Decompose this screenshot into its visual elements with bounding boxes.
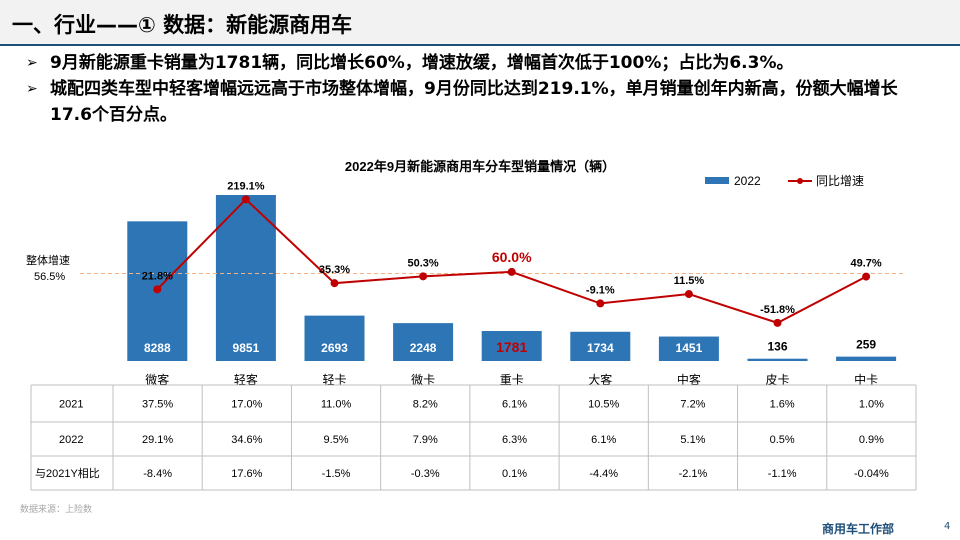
table-cell: 10.5% bbox=[588, 399, 619, 411]
table-cell: 37.5% bbox=[142, 399, 173, 411]
table-cell: 34.6% bbox=[231, 434, 262, 446]
table-cell: -1.1% bbox=[768, 468, 797, 480]
bar-value-label: 1451 bbox=[676, 341, 703, 355]
growth-point-1 bbox=[153, 285, 162, 294]
bar-value-label: 9851 bbox=[233, 341, 260, 355]
table-cell: 9.5% bbox=[324, 434, 349, 446]
growth-label: 219.1% bbox=[227, 180, 265, 192]
page-number: 4 bbox=[944, 521, 951, 532]
table-cell: 17.6% bbox=[231, 468, 262, 480]
title-bar bbox=[0, 0, 960, 44]
table-cell: 7.9% bbox=[413, 434, 438, 446]
bar-value-label: 8288 bbox=[144, 341, 171, 355]
table-cell: 6.1% bbox=[502, 399, 527, 411]
arrow-bullet-icon: ➢ bbox=[26, 81, 38, 97]
bullet-item: ➢ 9月新能源重卡销量为1781辆，同比增长60%，增速放缓，增幅首次低于100… bbox=[26, 50, 926, 76]
footer-department: 商用车工作部 bbox=[822, 522, 895, 536]
table-cell: 17.0% bbox=[231, 399, 262, 411]
table-cell: -2.1% bbox=[679, 468, 708, 480]
legend-bar-label: 2022 bbox=[734, 174, 761, 188]
growth-point-2 bbox=[241, 195, 250, 204]
category-label: 皮卡 bbox=[765, 373, 789, 387]
bar-value-label: 1734 bbox=[587, 341, 614, 355]
table-cell: 11.0% bbox=[321, 399, 352, 411]
growth-point-6 bbox=[596, 299, 605, 308]
table-cell: 0.9% bbox=[859, 434, 884, 446]
table-cell: -8.4% bbox=[143, 468, 172, 480]
table-cell: -4.4% bbox=[589, 468, 618, 480]
bullet-text: 9月新能源重卡销量为1781辆，同比增长60%，增速放缓，增幅首次低于100%；… bbox=[50, 53, 794, 73]
growth-label: -9.1% bbox=[586, 284, 615, 296]
growth-label: 50.3% bbox=[407, 257, 438, 269]
bar-value-label: 1781 bbox=[496, 339, 527, 355]
table-cell: 5.1% bbox=[680, 434, 705, 446]
growth-point-5 bbox=[507, 267, 516, 276]
table-row-label: 与2021Y相比 bbox=[35, 467, 100, 480]
category-label: 微客 bbox=[145, 372, 169, 387]
overall-growth-label: 整体增速 bbox=[26, 253, 70, 267]
growth-label: 11.5% bbox=[674, 275, 705, 287]
table-cell: 0.5% bbox=[770, 434, 795, 446]
growth-label: 60.0% bbox=[492, 249, 532, 265]
growth-point-8 bbox=[773, 318, 782, 327]
title-divider bbox=[0, 44, 960, 46]
growth-point-9 bbox=[862, 272, 871, 281]
growth-label: 21.8% bbox=[142, 270, 173, 282]
table-row-label: 2021 bbox=[59, 399, 83, 411]
bar-value-label: 2693 bbox=[321, 341, 348, 355]
growth-point-4 bbox=[419, 272, 428, 281]
growth-point-7 bbox=[684, 290, 693, 299]
bar-7 bbox=[658, 336, 719, 361]
bar-value-label: 259 bbox=[856, 338, 876, 352]
bar-3 bbox=[304, 315, 365, 361]
category-label: 重卡 bbox=[500, 373, 524, 387]
table-cell: 6.1% bbox=[591, 434, 616, 446]
bar-6 bbox=[570, 331, 631, 361]
chart-title: 2022年9月新能源商用车分车型销量情况（辆） bbox=[345, 159, 615, 174]
bar-value-label: 2248 bbox=[410, 341, 437, 355]
bullet-list: ➢ 9月新能源重卡销量为1781辆，同比增长60%，增速放缓，增幅首次低于100… bbox=[26, 50, 926, 128]
table-row-label: 2022 bbox=[59, 434, 83, 446]
bar-8 bbox=[747, 358, 808, 361]
category-label: 轻客 bbox=[234, 372, 258, 387]
table-cell: 7.2% bbox=[680, 399, 705, 411]
table-cell: -0.04% bbox=[854, 468, 889, 480]
data-source: 数据来源：上险数 bbox=[20, 505, 93, 515]
growth-point-3 bbox=[330, 279, 339, 288]
overall-growth-value: 56.5% bbox=[34, 271, 65, 283]
table-cell: 1.0% bbox=[859, 399, 884, 411]
category-label: 大客 bbox=[588, 372, 612, 387]
category-label: 轻卡 bbox=[322, 373, 346, 387]
category-label: 中卡 bbox=[854, 372, 878, 387]
table-cell: -0.3% bbox=[411, 468, 440, 480]
bar-9 bbox=[836, 356, 897, 361]
page-title: 一、行业——① 数据：新能源商用车 bbox=[12, 13, 353, 37]
legend-bar-swatch bbox=[705, 177, 729, 184]
growth-label: 35.3% bbox=[319, 264, 350, 276]
table-cell: 6.3% bbox=[502, 434, 527, 446]
legend-line-label: 同比增速 bbox=[816, 174, 864, 188]
table-cell: 0.1% bbox=[502, 468, 527, 480]
legend-line-marker bbox=[797, 178, 803, 184]
bar-5 bbox=[481, 330, 542, 361]
category-label: 微卡 bbox=[411, 373, 435, 387]
bar-4 bbox=[393, 323, 454, 361]
table-cell: 1.6% bbox=[770, 399, 795, 411]
table-cell: 29.1% bbox=[142, 434, 173, 446]
bullet-item: ➢ 城配四类车型中轻客增幅远远高于市场整体增幅，9月份同比达到219.1%，单月… bbox=[26, 76, 926, 128]
table-cell: 8.2% bbox=[413, 399, 438, 411]
bar-2 bbox=[215, 195, 276, 361]
arrow-bullet-icon: ➢ bbox=[26, 55, 38, 71]
bullet-text: 城配四类车型中轻客增幅远远高于市场整体增幅，9月份同比达到219.1%，单月销量… bbox=[50, 79, 898, 125]
growth-label: -51.8% bbox=[760, 304, 795, 316]
category-label: 中客 bbox=[677, 372, 701, 387]
growth-label: 49.7% bbox=[850, 258, 881, 270]
table-cell: -1.5% bbox=[322, 468, 351, 480]
bar-value-label: 136 bbox=[767, 340, 787, 354]
